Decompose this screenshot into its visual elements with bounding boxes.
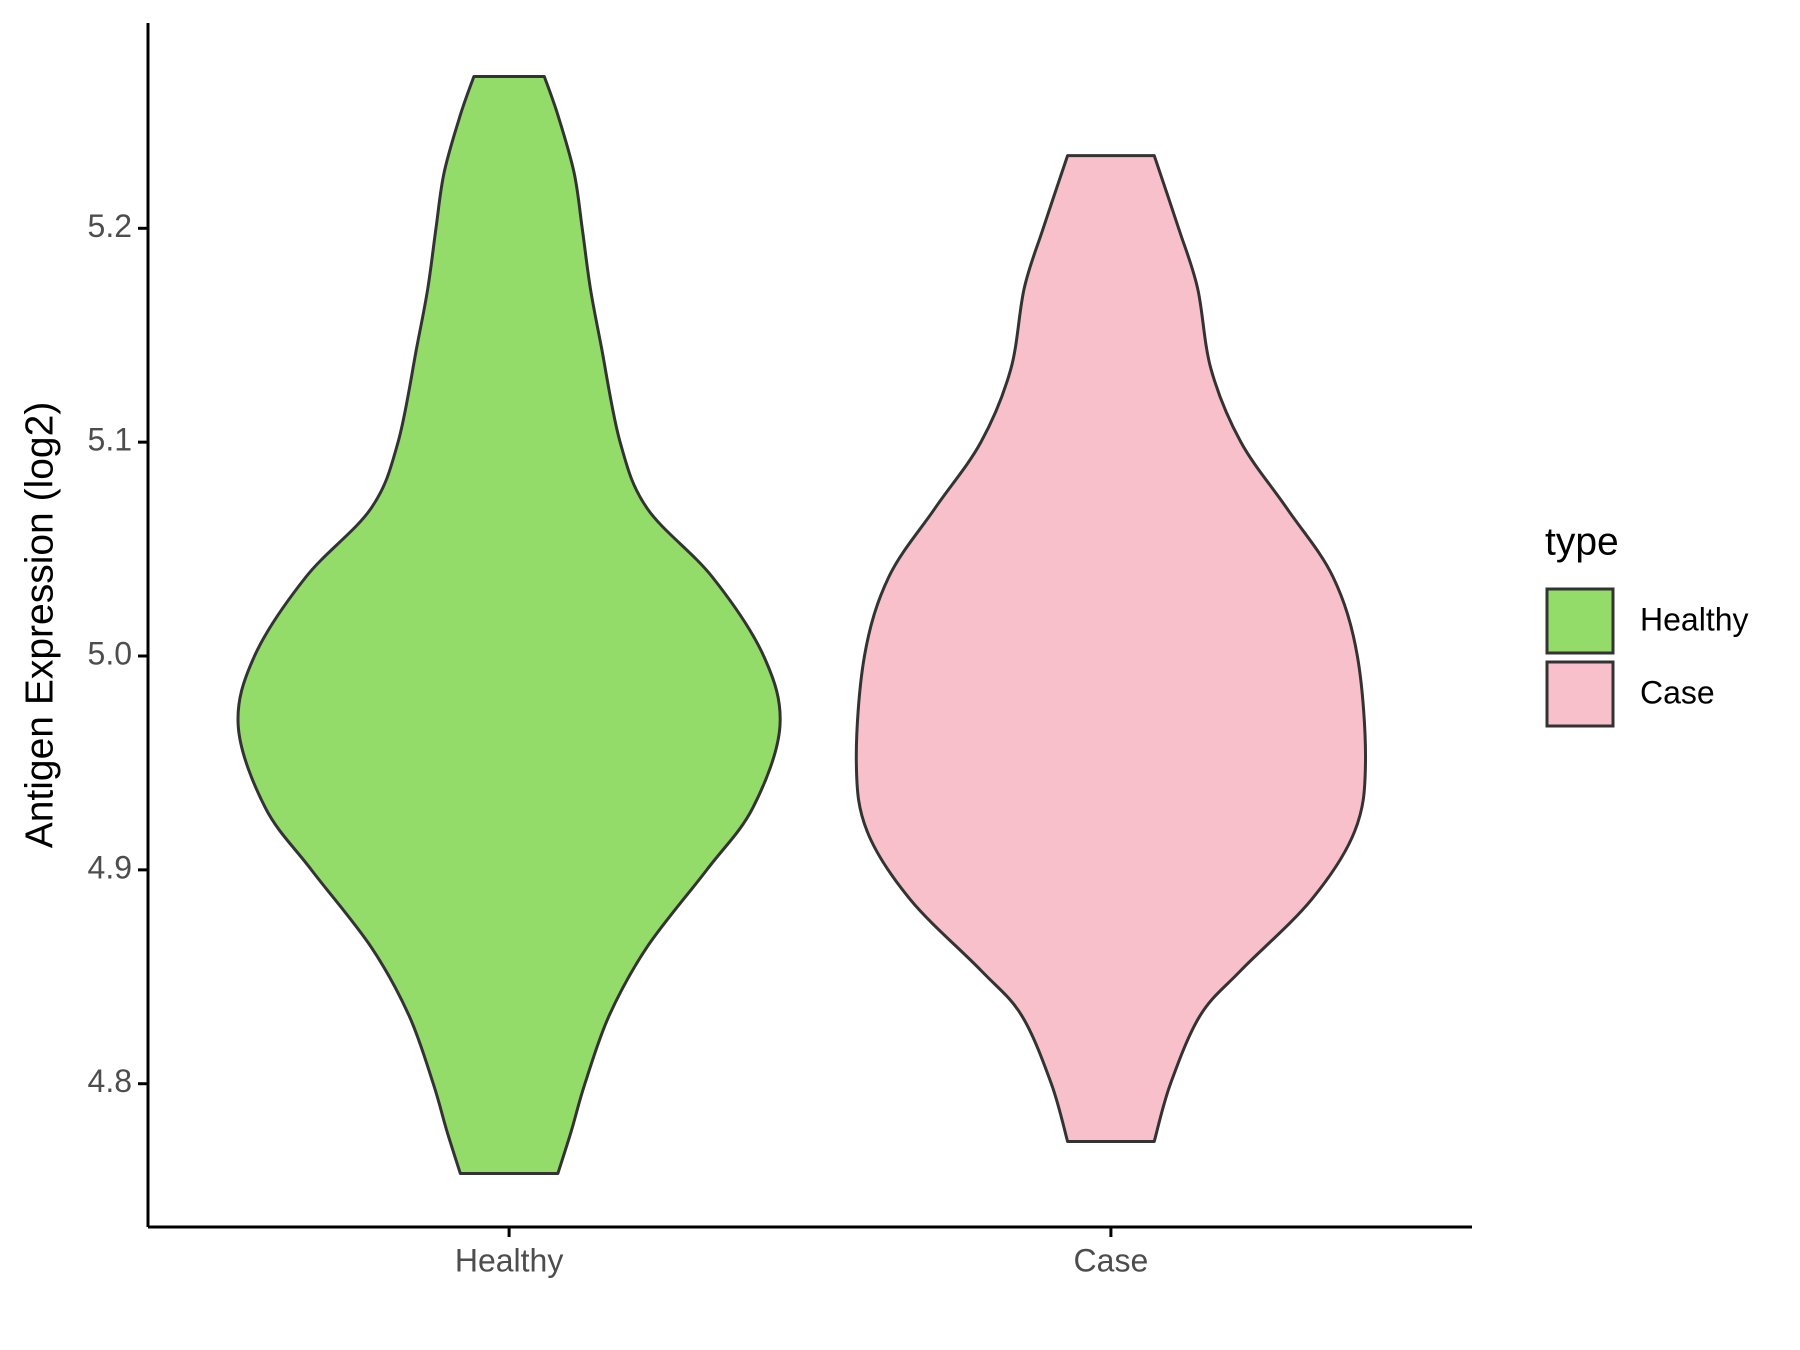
x-tick-label: Healthy xyxy=(455,1242,564,1278)
violin xyxy=(854,154,1368,1143)
legend-title: type xyxy=(1545,520,1619,563)
violin xyxy=(236,74,782,1176)
y-axis-title: Antigen Expression (log2) xyxy=(18,402,61,849)
y-tick-label: 5.0 xyxy=(88,635,132,671)
legend-label: Case xyxy=(1640,674,1715,710)
y-tick-label: 4.9 xyxy=(88,849,132,885)
y-tick-label: 5.1 xyxy=(88,422,132,458)
x-tick-label: Case xyxy=(1074,1242,1149,1278)
legend-label: Healthy xyxy=(1640,601,1749,637)
legend-key xyxy=(1545,660,1615,728)
legend-key xyxy=(1545,587,1615,655)
y-tick-label: 4.8 xyxy=(88,1063,132,1099)
y-tick-label: 5.2 xyxy=(88,208,132,244)
